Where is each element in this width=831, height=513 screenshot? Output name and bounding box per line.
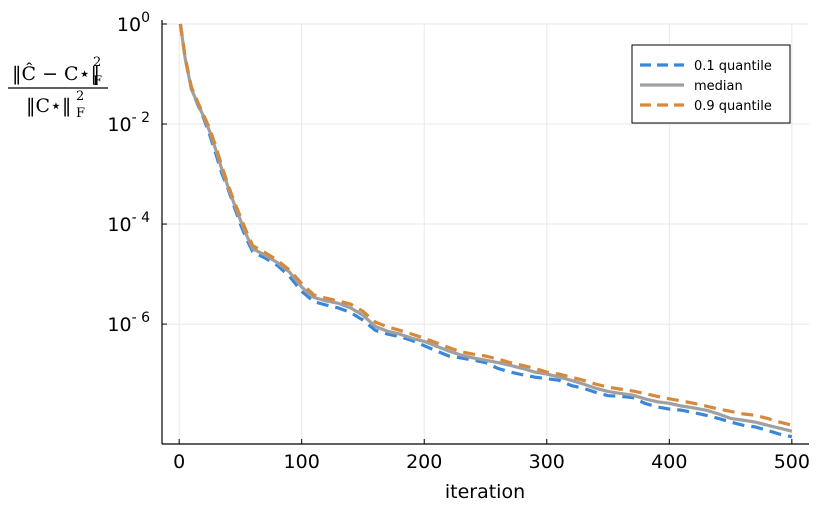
legend-label: 0.9 quantile (694, 99, 772, 114)
y-axis-title-denominator-sup: 2 (76, 89, 84, 104)
axes (161, 20, 809, 445)
legend-label: median (694, 79, 743, 94)
y-axis-title-denominator-sub: F (76, 106, 85, 121)
y-axis-title-numerator-sub: F (93, 74, 102, 89)
y-tick-label: 10- 2 (107, 110, 150, 136)
y-tick-label: 10- 6 (107, 310, 150, 336)
y-axis-title-numerator: ‖Ĉ − C⋆‖ (12, 62, 100, 85)
x-axis-title: iteration (445, 481, 525, 503)
x-tick-label: 400 (651, 451, 687, 473)
grid (162, 23, 809, 444)
legend: 0.1 quantile median 0.9 quantile (631, 44, 791, 124)
series-line-0-9-quantile (178, 23, 793, 427)
x-tick-label: 200 (406, 451, 442, 473)
y-tick-label: 10- 4 (107, 210, 150, 236)
x-tick-label: 100 (284, 451, 320, 473)
tick-labels: 0 100 200 300 400 500 100 10- 2 10- 4 10- 6 (107, 10, 810, 473)
x-tick-label: 0 (173, 451, 185, 473)
y-axis-title-numerator-sup: 2 (93, 55, 101, 70)
series (178, 23, 793, 439)
y-axis-title-denominator: ‖C⋆‖ (26, 95, 71, 117)
y-tick-label: 100 (117, 10, 150, 36)
x-tick-label: 300 (529, 451, 565, 473)
legend-label: 0.1 quantile (694, 59, 772, 74)
x-tick-label: 500 (774, 451, 810, 473)
y-axis-title: ‖Ĉ − C⋆‖ 2 F ‖C⋆‖ 2 F (8, 55, 108, 121)
